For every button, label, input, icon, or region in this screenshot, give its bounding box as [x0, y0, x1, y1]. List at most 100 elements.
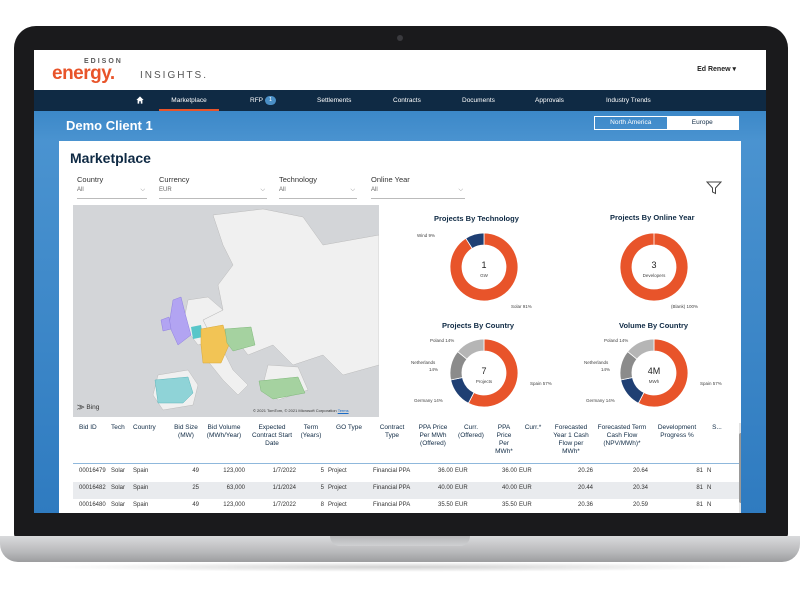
filter-online-year-value: All — [371, 187, 378, 193]
column-header[interactable]: S... — [712, 424, 722, 431]
country-label-netherlands-pct: 14% — [429, 367, 439, 372]
table-cell: Financial PPA — [373, 502, 411, 508]
filter-currency-select[interactable]: EUR ⌵ — [159, 187, 267, 199]
camera-icon — [397, 35, 403, 41]
donut-slice-poland[interactable] — [457, 338, 485, 360]
table-cell: N — [707, 502, 712, 508]
donut-slice-blank[interactable] — [619, 232, 689, 302]
donut-slice-poland[interactable] — [627, 338, 655, 360]
column-header[interactable]: PPA Price Per MWh* — [495, 424, 513, 455]
client-bar: Demo Client 1 North America Europe — [34, 111, 766, 141]
column-header[interactable]: Term (Years) — [300, 424, 322, 439]
home-icon[interactable] — [136, 96, 144, 104]
marketplace-panel: Marketplace Country All ⌵ Currency EUR ⌵ T… — [59, 141, 741, 513]
chevron-down-icon: ⌵ — [458, 187, 463, 193]
nav-industry-trends[interactable]: Industry Trends — [606, 97, 651, 104]
filter-country-label: Country — [77, 175, 104, 184]
chevron-down-icon: ⌵ — [260, 187, 265, 193]
region-europe[interactable]: Europe — [666, 117, 738, 129]
country-label-poland: Poland 14% — [430, 338, 455, 343]
table-cell: 00016480 — [79, 502, 106, 508]
table-scrollbar[interactable] — [739, 423, 741, 513]
column-header[interactable]: Bid Size (MW) — [174, 424, 198, 439]
donut-volume[interactable] — [619, 337, 689, 409]
country-label-spain: Spain 57% — [530, 381, 552, 386]
table-cell: 20.26 — [577, 468, 593, 474]
nav-contracts[interactable]: Contracts — [393, 97, 421, 104]
table-cell: EUR — [519, 468, 532, 474]
country-center-value: 7 — [481, 366, 487, 376]
donut-slice-wind[interactable] — [465, 232, 485, 249]
donut-slice-spain[interactable] — [467, 338, 519, 408]
column-header[interactable]: Bid ID — [79, 424, 97, 431]
column-header[interactable]: Development Progress % — [657, 424, 697, 439]
column-header[interactable]: Tech — [111, 424, 125, 431]
technology-label-wind: Wind 9% — [417, 233, 436, 238]
rfp-count-badge: 1 — [265, 95, 276, 105]
table-cell: EUR — [519, 502, 532, 508]
column-header[interactable]: Country — [133, 424, 156, 431]
nav-approvals[interactable]: Approvals — [535, 97, 564, 104]
table-cell: 25 — [192, 485, 199, 491]
region-north-america[interactable]: North America — [610, 119, 652, 126]
table-cell: 1/1/2024 — [272, 485, 296, 491]
table-row[interactable]: 00016479 Solar Spain 49 123,000 1/7/2022 5 Proj… — [73, 465, 739, 482]
table-cell: 36.00 — [501, 468, 517, 474]
table-cell: 8 — [320, 502, 324, 508]
column-header[interactable]: Curr. (Offered) — [458, 424, 484, 439]
map-terms-link[interactable]: Terms — [337, 408, 349, 413]
column-header[interactable]: Curr.* — [524, 424, 542, 431]
table-cell: Spain — [133, 485, 149, 491]
donut-technology[interactable] — [449, 231, 519, 303]
filter-technology-value: All — [279, 187, 286, 193]
technology-center-value: 1 — [481, 260, 487, 270]
column-header[interactable]: PPA Price Per MWh (Offered) — [418, 424, 448, 447]
map-copyright-text: © 2021 TomTom, © 2021 Microsoft Corporat… — [253, 408, 337, 413]
nav-rfp[interactable]: RFP 1 — [250, 90, 276, 111]
donut-online-year[interactable] — [619, 231, 689, 303]
online-year-center-unit: Developers — [642, 273, 666, 278]
filter-technology-select[interactable]: All ⌵ — [279, 187, 357, 199]
table-cell: Project — [328, 502, 347, 508]
volume-center-value: 4M — [647, 366, 661, 376]
logo-insights: INSIGHTS. — [140, 70, 209, 81]
table-cell: Financial PPA — [373, 468, 411, 474]
app-screen: EDISON energy. INSIGHTS. Ed Renew ▾ Mark… — [34, 50, 766, 513]
nav-settlements[interactable]: Settlements — [317, 97, 352, 104]
column-header[interactable]: Forecasted Year 1 Cash Flow per MWh* — [553, 424, 589, 455]
laptop-shadow — [40, 562, 760, 572]
technology-center-unit: GW — [480, 273, 488, 278]
nav-documents[interactable]: Documents — [462, 97, 495, 104]
table-row[interactable]: 00016480 Solar Spain 49 123,000 1/7/2022 8 Proj… — [73, 499, 739, 513]
scroll-thumb[interactable] — [739, 433, 741, 503]
column-header[interactable]: Expected Contract Start Date — [251, 424, 293, 447]
column-header[interactable]: Contract Type — [379, 424, 405, 439]
table-row[interactable]: 00016482 Solar Spain 25 63,000 1/1/2024 5 Proje… — [73, 482, 739, 499]
table-cell: Spain — [133, 468, 149, 474]
country-slices — [449, 338, 519, 408]
donut-slice-solar[interactable] — [449, 232, 519, 302]
chart-volume-title: Volume By Country — [619, 321, 689, 330]
filter-icon[interactable] — [706, 181, 722, 195]
chevron-down-icon: ⌵ — [350, 187, 355, 193]
donut-slice-spain[interactable] — [637, 338, 689, 408]
bing-logo: ⨠ Bing — [77, 404, 100, 411]
donut-country[interactable] — [449, 337, 519, 409]
table-cell: 81 — [696, 485, 703, 491]
volume-center-unit: MWh — [648, 379, 660, 384]
nav-marketplace[interactable]: Marketplace — [159, 90, 219, 111]
table-cell: 63,000 — [226, 485, 245, 491]
user-menu[interactable]: Ed Renew ▾ — [697, 66, 736, 73]
filter-currency-value: EUR — [159, 187, 172, 193]
europe-map[interactable]: ⨠ Bing © 2021 TomTom, © 2021 Microsoft C… — [73, 205, 379, 417]
column-header[interactable]: Forecasted Term Cash Flow (NPV/MWh)* — [597, 424, 647, 447]
column-header[interactable]: GO Type — [336, 424, 362, 431]
volume-label-netherlands: Netherlands — [584, 360, 609, 365]
header: EDISON energy. INSIGHTS. Ed Renew ▾ — [34, 50, 766, 90]
country-label-netherlands: Netherlands — [411, 360, 436, 365]
column-header[interactable]: Bid Volume (MWh/Year) — [206, 424, 242, 439]
filter-online-year-select[interactable]: All ⌵ — [371, 187, 465, 199]
map-land — [73, 205, 379, 417]
filter-online-year-label: Online Year — [371, 175, 410, 184]
filter-country-select[interactable]: All ⌵ — [77, 187, 147, 199]
